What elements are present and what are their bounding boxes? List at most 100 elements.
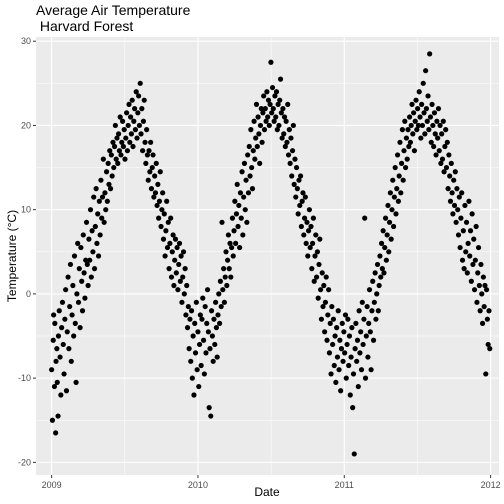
data-point xyxy=(460,228,466,234)
data-point xyxy=(309,266,315,272)
data-point xyxy=(257,160,263,166)
data-point xyxy=(277,97,283,103)
data-point xyxy=(109,173,115,179)
data-point xyxy=(353,320,359,326)
data-point xyxy=(180,249,187,255)
data-point xyxy=(59,299,66,305)
x-tick-label: 2010 xyxy=(188,480,208,490)
data-point xyxy=(428,139,434,145)
data-point xyxy=(239,169,245,175)
data-point xyxy=(476,282,482,289)
data-point xyxy=(435,106,442,112)
data-point xyxy=(284,139,290,145)
data-point xyxy=(248,127,254,133)
data-point xyxy=(141,97,147,103)
data-point xyxy=(85,282,91,289)
data-point xyxy=(394,152,401,158)
data-point xyxy=(173,270,179,276)
data-point xyxy=(322,329,328,335)
data-point xyxy=(199,316,205,322)
data-point xyxy=(252,156,258,162)
data-point xyxy=(128,114,134,120)
data-point xyxy=(196,341,203,348)
data-point xyxy=(276,122,282,129)
data-point xyxy=(373,316,379,322)
data-point xyxy=(147,169,153,175)
data-point xyxy=(433,152,439,158)
data-point xyxy=(254,143,260,150)
data-point xyxy=(326,350,333,356)
data-point xyxy=(92,223,98,230)
data-point xyxy=(462,202,468,209)
data-point xyxy=(466,198,472,204)
data-point xyxy=(68,358,74,364)
data-point xyxy=(376,282,382,289)
data-point xyxy=(148,186,155,192)
data-point xyxy=(202,303,208,310)
data-point xyxy=(266,122,272,129)
data-point xyxy=(225,232,232,238)
plot-panel xyxy=(36,37,499,475)
data-point xyxy=(314,249,321,255)
data-point xyxy=(299,198,305,204)
data-point xyxy=(111,164,117,171)
data-point xyxy=(137,80,143,86)
data-point xyxy=(64,329,70,335)
data-point xyxy=(87,257,93,263)
data-point xyxy=(233,211,240,217)
data-point xyxy=(319,270,325,276)
data-point xyxy=(432,131,438,137)
data-point xyxy=(225,257,231,263)
data-point xyxy=(211,316,217,322)
data-point xyxy=(220,287,226,293)
data-point xyxy=(218,303,224,310)
data-point xyxy=(113,156,119,162)
data-point xyxy=(104,198,110,204)
data-point xyxy=(389,207,395,213)
data-point xyxy=(405,127,411,133)
data-point xyxy=(425,93,431,99)
data-point xyxy=(290,122,296,129)
x-tick-label: 2009 xyxy=(42,480,62,490)
data-point xyxy=(407,139,414,145)
data-point xyxy=(136,122,143,129)
data-point xyxy=(282,143,288,150)
data-point xyxy=(467,253,473,259)
data-point xyxy=(95,211,101,217)
data-point xyxy=(335,308,341,314)
data-point xyxy=(265,97,272,103)
data-point xyxy=(292,156,298,162)
data-point xyxy=(162,253,168,259)
data-point xyxy=(439,131,445,137)
data-point xyxy=(451,177,457,183)
data-point xyxy=(253,101,260,107)
data-point xyxy=(459,190,465,196)
data-point xyxy=(453,219,459,225)
data-point xyxy=(429,101,435,107)
data-point xyxy=(423,68,429,74)
data-point xyxy=(253,135,259,141)
data-point xyxy=(275,101,281,107)
data-point xyxy=(370,278,376,284)
data-point xyxy=(381,270,387,276)
data-point xyxy=(172,236,179,242)
data-point xyxy=(447,198,454,204)
data-point xyxy=(132,127,139,133)
data-point xyxy=(70,282,76,289)
y-axis-title: Temperature (°C) xyxy=(5,210,19,302)
data-point xyxy=(158,223,164,230)
data-point xyxy=(306,207,312,213)
data-point xyxy=(237,244,243,251)
data-point xyxy=(368,367,374,373)
data-point xyxy=(249,164,255,171)
data-point xyxy=(264,89,270,95)
data-point xyxy=(281,131,287,137)
data-point xyxy=(414,127,420,133)
data-point xyxy=(293,164,300,171)
data-point xyxy=(54,346,60,352)
data-point xyxy=(84,261,90,268)
data-point xyxy=(163,228,169,234)
data-point xyxy=(360,341,366,348)
data-point xyxy=(194,367,200,373)
data-point xyxy=(341,329,347,335)
